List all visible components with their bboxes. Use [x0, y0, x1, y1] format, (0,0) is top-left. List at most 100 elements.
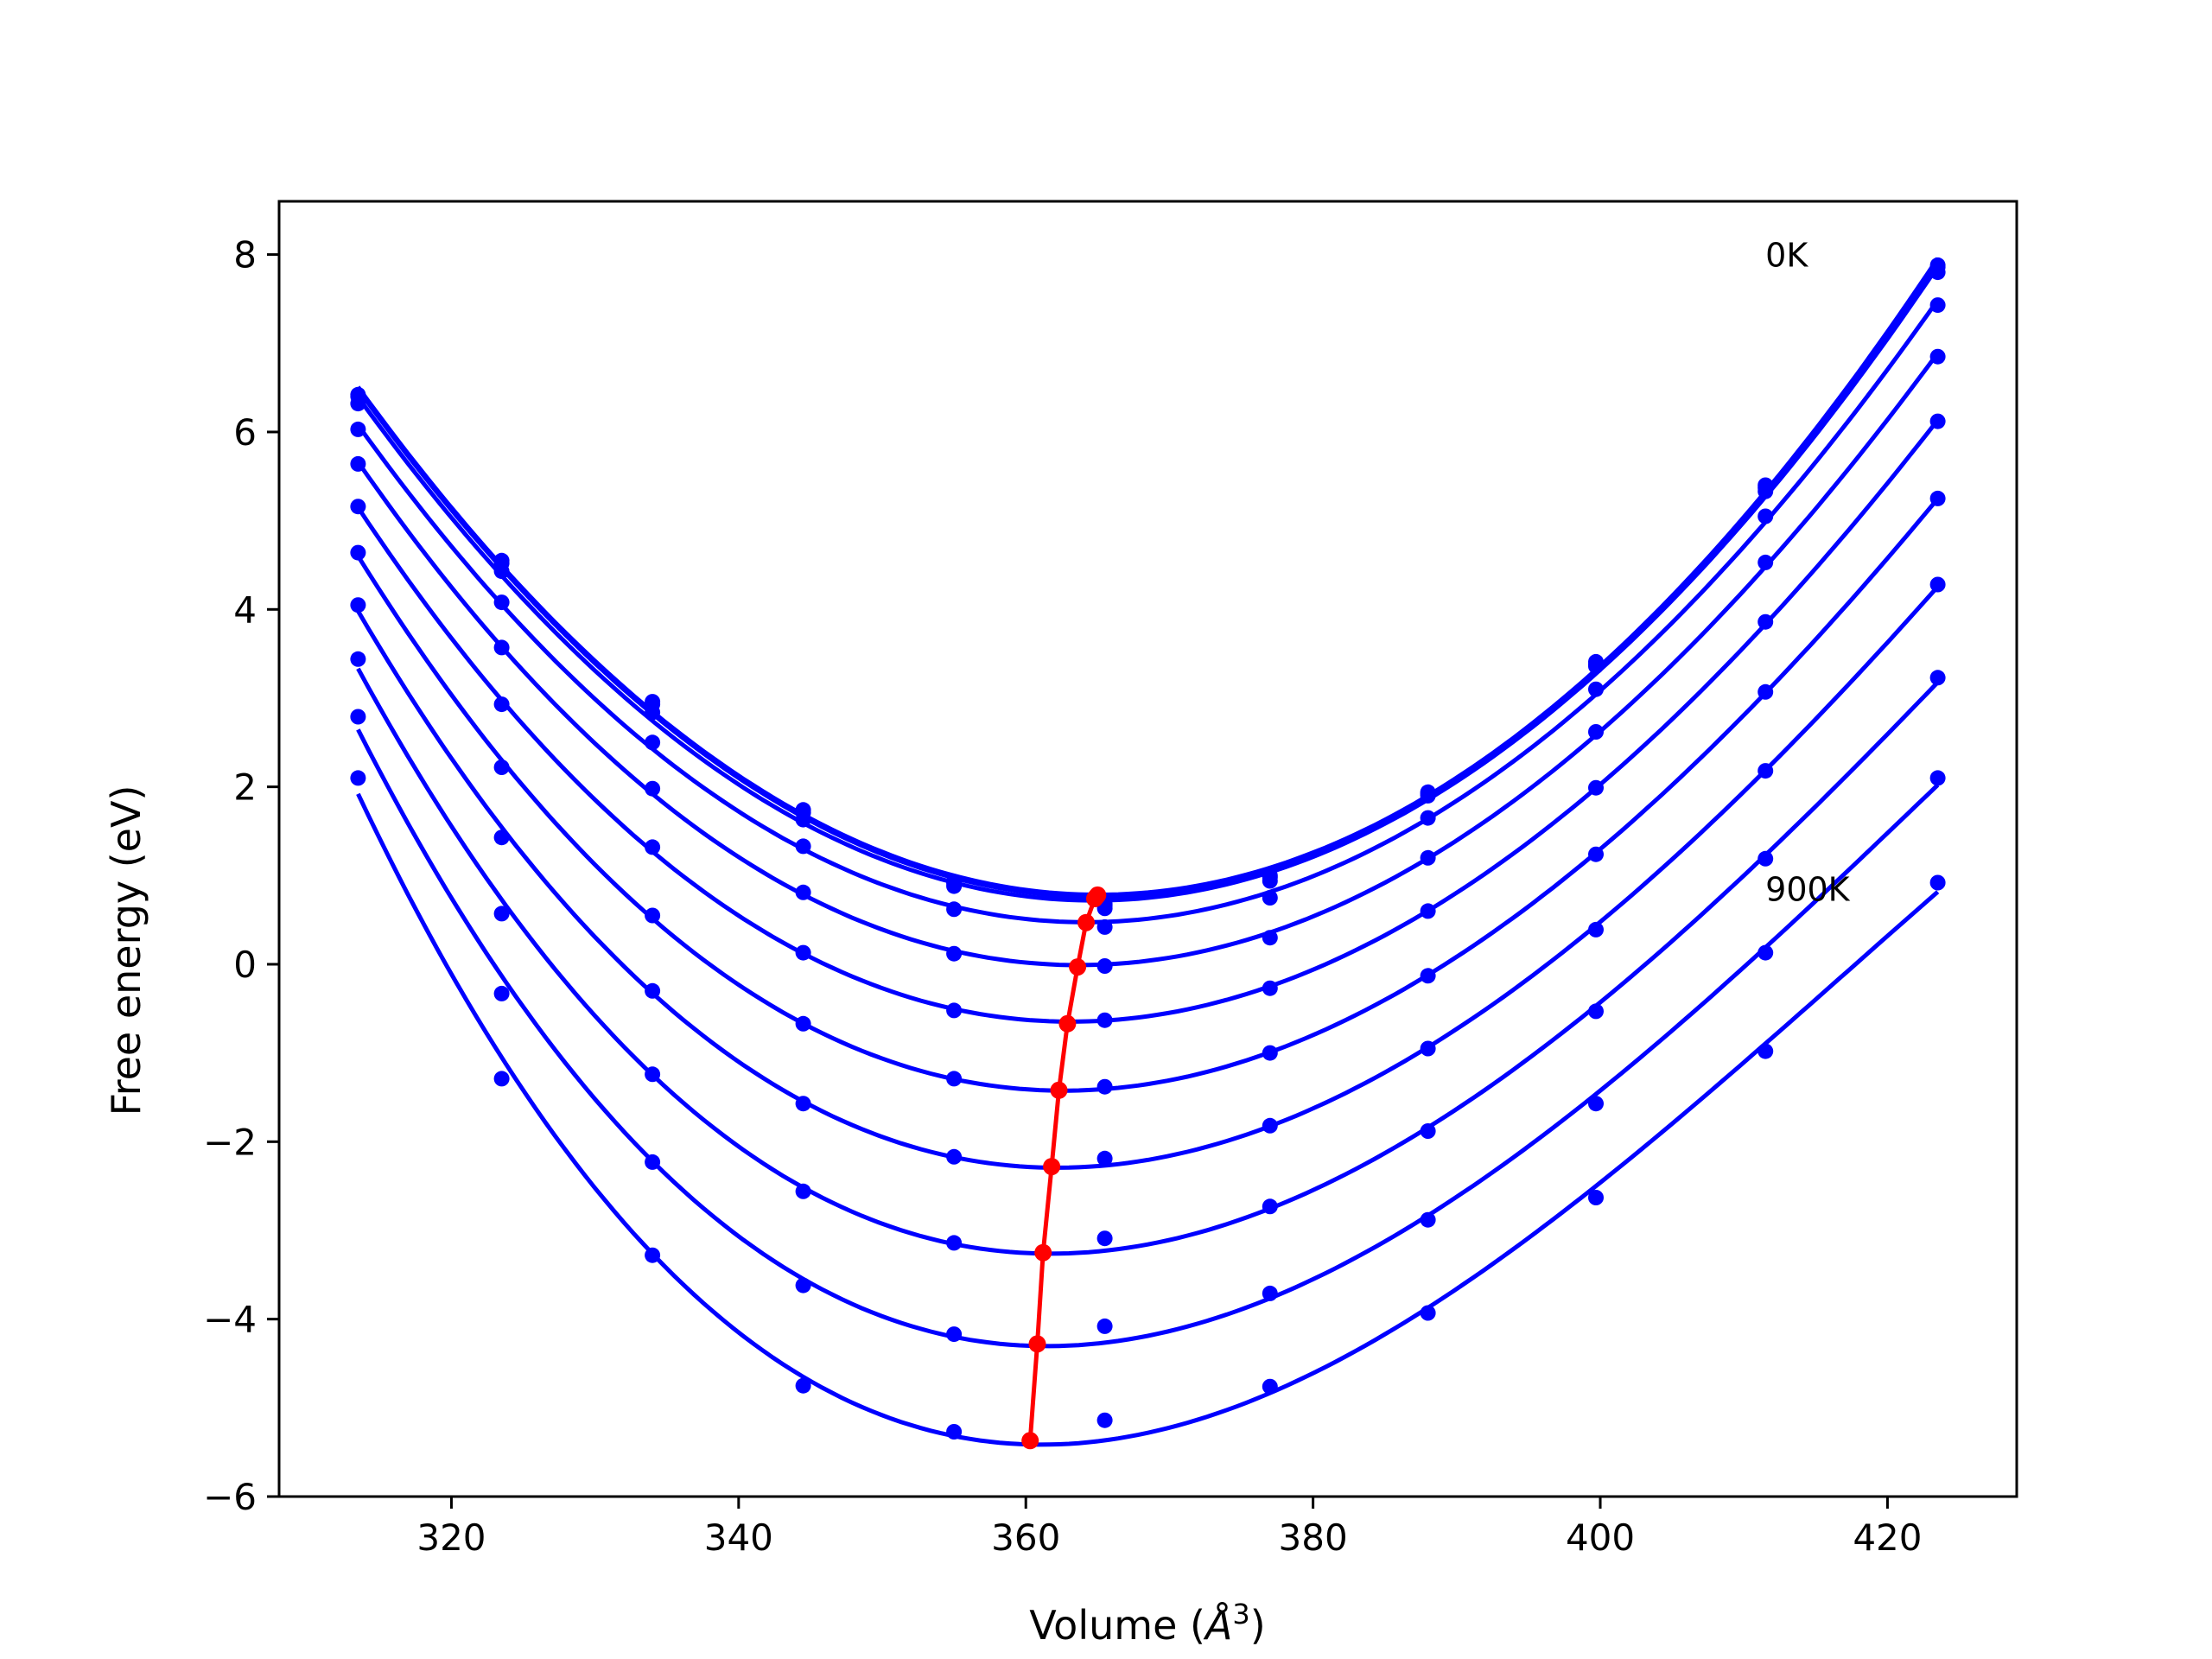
data-point [1758, 944, 1774, 961]
data-point [795, 811, 811, 828]
y-tick-label: −6 [203, 1476, 257, 1518]
data-points [350, 257, 1946, 1440]
data-point [1758, 613, 1774, 630]
data-point [645, 704, 661, 721]
data-point [645, 734, 661, 751]
minimum-point [1058, 1014, 1077, 1033]
data-point [1420, 810, 1436, 826]
data-point [946, 878, 963, 894]
data-point [1420, 1211, 1436, 1228]
fit-curve-6 [356, 497, 1940, 1093]
x-tick-label: 340 [704, 1516, 773, 1559]
data-point [1420, 903, 1436, 919]
data-point [645, 780, 661, 797]
data-point [350, 770, 366, 786]
data-point [1929, 576, 1946, 593]
x-axis-ticks: 320 340 360 380 400 420 [416, 1497, 1923, 1559]
data-point [1758, 483, 1774, 499]
data-point [1758, 763, 1774, 779]
data-point [1420, 1123, 1436, 1139]
minimum-path [1021, 886, 1107, 1450]
x-axis-label-symbol: Å [1203, 1602, 1232, 1649]
data-point [1588, 1003, 1604, 1020]
data-point [1262, 1285, 1278, 1301]
data-point [493, 906, 510, 922]
y-tick-label: 0 [233, 944, 257, 986]
data-point [1929, 297, 1946, 314]
data-point [645, 1247, 661, 1263]
data-point [350, 499, 366, 515]
data-point [350, 651, 366, 667]
data-point [645, 982, 661, 999]
data-point [946, 1071, 963, 1087]
data-point [350, 455, 366, 472]
data-point [1588, 1096, 1604, 1112]
data-point [1929, 874, 1946, 891]
data-point [795, 838, 811, 855]
data-point [1929, 770, 1946, 786]
minimum-point [1050, 1081, 1068, 1099]
fit-curve-5 [356, 418, 1940, 1024]
minimum-point [1021, 1432, 1039, 1450]
data-point [795, 1096, 811, 1112]
data-point [1096, 1012, 1113, 1028]
data-point [1588, 846, 1604, 862]
x-axis-label: Volume (Å3) [1029, 1598, 1265, 1649]
data-point [1262, 1117, 1278, 1134]
data-point [1588, 779, 1604, 796]
data-point [493, 563, 510, 580]
annotation-label: 0K [1765, 237, 1808, 275]
y-tick-label: 8 [233, 234, 257, 276]
data-point [946, 1424, 963, 1440]
data-point [946, 1148, 963, 1165]
data-point [1262, 873, 1278, 889]
annotations: 0K 900K [1765, 237, 1851, 909]
data-point [1588, 658, 1604, 674]
data-point [946, 1326, 963, 1343]
data-point [946, 1002, 963, 1019]
data-point [350, 709, 366, 725]
data-point [350, 597, 366, 613]
x-tick-label: 320 [416, 1516, 486, 1559]
y-tick-label: 4 [233, 588, 257, 631]
annotation-label: 900K [1765, 871, 1851, 909]
data-point [645, 1066, 661, 1083]
data-point [1929, 670, 1946, 686]
data-point [1929, 490, 1946, 506]
data-point [350, 396, 366, 412]
data-point [1588, 724, 1604, 740]
data-point [795, 1183, 811, 1199]
fit-curve-8 [356, 667, 1940, 1256]
data-point [1096, 918, 1113, 935]
data-point [1758, 1043, 1774, 1059]
data-point [645, 839, 661, 855]
fit-curve-7 [356, 585, 1940, 1170]
data-point [795, 1377, 811, 1394]
data-point [1420, 1305, 1436, 1321]
y-axis-ticks: −6 −4 −2 0 2 4 6 8 [203, 234, 279, 1518]
data-point [1420, 787, 1436, 804]
minimum-point [1077, 913, 1095, 931]
x-axis-label-sup: 3 [1232, 1598, 1249, 1630]
data-point [350, 421, 366, 437]
minimum-point [1086, 890, 1103, 907]
minimum-point [1028, 1335, 1046, 1353]
x-axis-label-main: Volume ( [1029, 1602, 1205, 1649]
data-point [493, 696, 510, 713]
y-tick-label: 6 [233, 411, 257, 454]
data-point [946, 945, 963, 962]
fit-curve-4 [356, 352, 1940, 968]
data-point [1758, 850, 1774, 867]
data-point [1758, 554, 1774, 570]
data-point [795, 1015, 811, 1032]
data-point [350, 544, 366, 561]
data-point [493, 594, 510, 611]
x-tick-label: 380 [1279, 1516, 1348, 1559]
data-point [1262, 980, 1278, 996]
data-point [1262, 930, 1278, 946]
data-point [1588, 921, 1604, 938]
minimum-point [1034, 1243, 1052, 1262]
fit-curve-9 [356, 728, 1940, 1349]
data-point [493, 985, 510, 1001]
